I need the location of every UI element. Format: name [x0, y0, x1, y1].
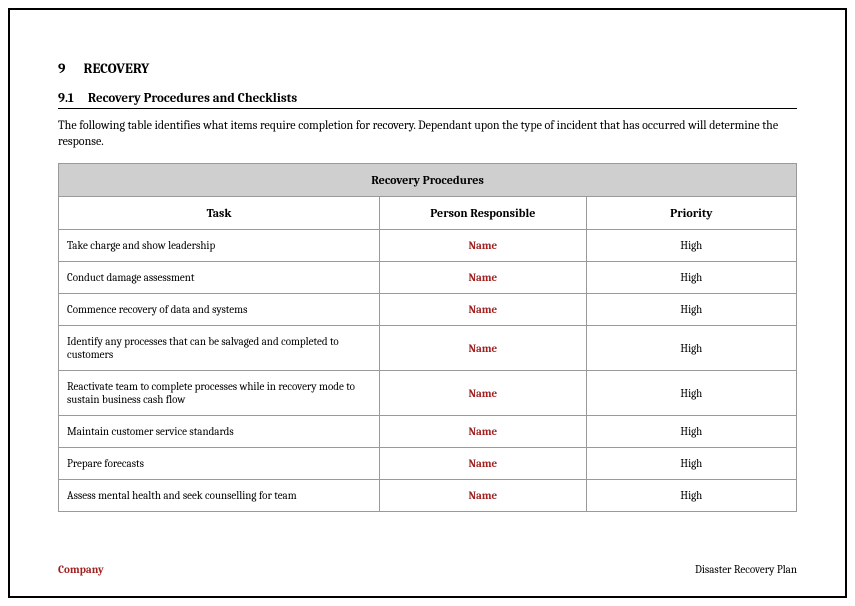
col-header-priority: Priority — [586, 197, 796, 230]
person-cell: Name — [380, 294, 587, 326]
table-title-row: Recovery Procedures — [59, 164, 797, 197]
priority-cell: High — [586, 294, 796, 326]
task-cell: Reactivate team to complete processes wh… — [59, 371, 380, 416]
table-row: Conduct damage assessment Name High — [59, 262, 797, 294]
subsection-rule — [58, 108, 797, 109]
table-row: Maintain customer service standards Name… — [59, 416, 797, 448]
priority-cell: High — [586, 371, 796, 416]
subsection-number: 9.1 — [58, 91, 74, 106]
table-row: Take charge and show leadership Name Hig… — [59, 230, 797, 262]
priority-cell: High — [586, 448, 796, 480]
priority-cell: High — [586, 326, 796, 371]
section-heading: 9 RECOVERY — [58, 60, 797, 77]
priority-cell: High — [586, 262, 796, 294]
priority-cell: High — [586, 230, 796, 262]
subsection-title: Recovery Procedures and Checklists — [88, 91, 297, 106]
priority-cell: High — [586, 416, 796, 448]
section-number: 9 — [58, 60, 65, 77]
task-cell: Identify any processes that can be salva… — [59, 326, 380, 371]
intro-paragraph: The following table identifies what item… — [58, 117, 797, 149]
footer-company: Company — [58, 563, 104, 576]
person-cell: Name — [380, 326, 587, 371]
table-row: Commence recovery of data and systems Na… — [59, 294, 797, 326]
person-cell: Name — [380, 230, 587, 262]
table-row: Assess mental health and seek counsellin… — [59, 480, 797, 512]
priority-cell: High — [586, 480, 796, 512]
document-page: 9 RECOVERY 9.1 Recovery Procedures and Che… — [8, 8, 847, 598]
table-header-row: Task Person Responsible Priority — [59, 197, 797, 230]
recovery-procedures-table: Recovery Procedures Task Person Responsi… — [58, 163, 797, 512]
col-header-task: Task — [59, 197, 380, 230]
task-cell: Commence recovery of data and systems — [59, 294, 380, 326]
task-cell: Prepare forecasts — [59, 448, 380, 480]
section-title: RECOVERY — [83, 60, 149, 77]
person-cell: Name — [380, 448, 587, 480]
task-cell: Take charge and show leadership — [59, 230, 380, 262]
subsection-heading: 9.1 Recovery Procedures and Checklists — [58, 91, 797, 106]
task-cell: Maintain customer service standards — [59, 416, 380, 448]
person-cell: Name — [380, 480, 587, 512]
table-row: Identify any processes that can be salva… — [59, 326, 797, 371]
table-title: Recovery Procedures — [59, 164, 797, 197]
footer-doc-title: Disaster Recovery Plan — [695, 563, 797, 576]
task-cell: Assess mental health and seek counsellin… — [59, 480, 380, 512]
person-cell: Name — [380, 371, 587, 416]
col-header-person: Person Responsible — [380, 197, 587, 230]
person-cell: Name — [380, 416, 587, 448]
task-cell: Conduct damage assessment — [59, 262, 380, 294]
table-row: Reactivate team to complete processes wh… — [59, 371, 797, 416]
table-row: Prepare forecasts Name High — [59, 448, 797, 480]
page-footer: Company Disaster Recovery Plan — [58, 563, 797, 576]
person-cell: Name — [380, 262, 587, 294]
